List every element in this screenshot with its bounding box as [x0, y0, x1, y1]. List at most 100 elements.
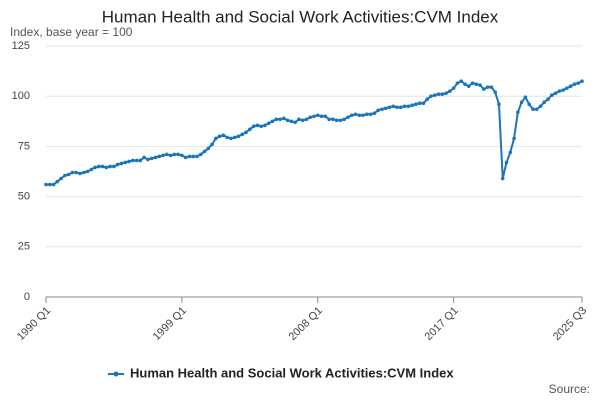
data-point	[115, 162, 120, 167]
data-point	[497, 102, 501, 107]
data-point	[331, 117, 335, 122]
data-point	[470, 81, 475, 85]
data-point	[47, 182, 52, 187]
data-point	[127, 159, 131, 164]
data-point	[123, 160, 128, 165]
data-point	[278, 117, 282, 122]
data-point	[180, 153, 184, 158]
data-point	[478, 83, 482, 87]
data-point	[304, 117, 309, 122]
legend-marker	[113, 371, 119, 377]
data-point	[300, 118, 305, 123]
data-point	[349, 113, 354, 118]
data-point	[282, 116, 286, 121]
data-point	[248, 127, 252, 132]
data-point	[164, 152, 169, 157]
data-point	[508, 150, 513, 155]
data-point	[380, 107, 384, 112]
x-tick-label: 2025 Q3	[551, 305, 589, 343]
data-point	[51, 182, 56, 187]
data-point	[293, 120, 297, 125]
y-tick-label: 100	[12, 90, 30, 102]
data-point	[576, 81, 581, 85]
data-point	[142, 155, 146, 160]
data-point	[221, 133, 226, 138]
data-point	[383, 106, 388, 111]
data-point	[504, 160, 509, 165]
data-point	[187, 154, 192, 159]
data-point	[74, 170, 78, 175]
data-point	[391, 104, 396, 109]
data-point	[482, 87, 486, 91]
data-point	[266, 121, 271, 126]
data-point	[425, 97, 430, 102]
y-tick-label: 75	[18, 140, 30, 152]
data-point	[489, 85, 494, 89]
data-point	[444, 91, 448, 95]
data-point	[108, 164, 112, 169]
data-point	[448, 89, 452, 93]
data-point	[406, 104, 411, 109]
data-point	[493, 90, 497, 94]
data-point	[432, 93, 437, 97]
x-tick-label: 1999 Q1	[151, 305, 189, 343]
data-point	[531, 107, 535, 112]
data-point	[81, 170, 86, 175]
data-point	[323, 114, 328, 119]
data-point	[153, 155, 158, 160]
y-tick-label: 50	[18, 191, 30, 203]
data-point	[206, 146, 211, 151]
data-point	[376, 108, 380, 113]
data-point	[274, 117, 279, 122]
y-tick-label: 125	[12, 40, 30, 52]
data-point	[399, 105, 403, 110]
data-point	[357, 113, 362, 118]
data-point	[63, 173, 67, 178]
chart-title: Human Health and Social Work Activities:…	[102, 7, 499, 26]
data-point	[546, 97, 550, 102]
data-point	[217, 134, 222, 139]
data-point	[119, 161, 124, 166]
data-point	[519, 100, 524, 105]
legend-label: Human Health and Social Work Activities:…	[130, 365, 454, 380]
data-point	[78, 171, 82, 176]
data-point	[270, 119, 275, 124]
data-point	[229, 136, 233, 141]
data-point	[346, 115, 350, 120]
data-point	[365, 112, 369, 117]
data-point	[225, 135, 229, 140]
data-point	[319, 114, 324, 119]
data-point	[414, 102, 418, 107]
y-tick-label: 25	[18, 241, 30, 253]
data-point	[232, 135, 237, 140]
data-point	[93, 165, 97, 170]
data-point	[297, 117, 301, 122]
data-point	[538, 104, 543, 109]
data-point	[244, 130, 248, 135]
data-point	[55, 179, 60, 184]
data-point	[463, 82, 467, 86]
data-point	[289, 119, 294, 124]
data-point	[372, 111, 377, 116]
x-tick-label: 2017 Q1	[423, 305, 461, 343]
source: Source:	[549, 382, 590, 396]
data-point	[210, 142, 214, 147]
data-point	[97, 164, 101, 169]
data-point	[315, 113, 320, 118]
data-point	[195, 154, 199, 159]
data-point	[251, 124, 256, 129]
data-point	[157, 154, 162, 159]
data-point	[553, 91, 558, 95]
data-point	[572, 82, 577, 86]
data-point	[395, 105, 399, 110]
data-point	[580, 79, 584, 83]
data-point	[85, 169, 90, 174]
data-point	[240, 132, 245, 137]
data-point	[70, 170, 75, 175]
data-point	[168, 153, 173, 158]
data-point	[523, 95, 528, 100]
data-point	[285, 118, 290, 123]
data-point	[44, 182, 48, 187]
data-point	[565, 86, 569, 90]
data-point	[59, 176, 63, 181]
